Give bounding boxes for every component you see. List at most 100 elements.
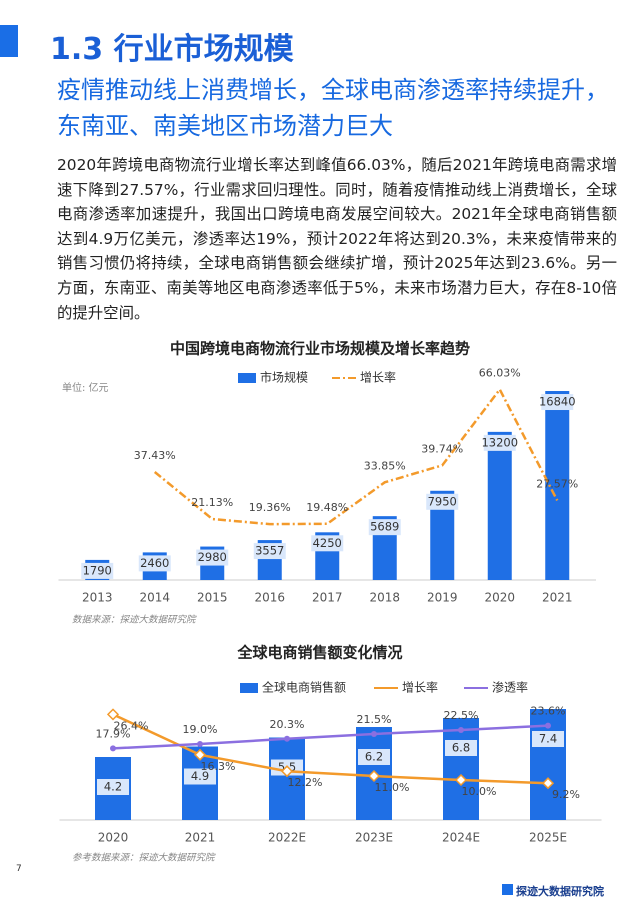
x-tick-label: 2024E bbox=[442, 831, 480, 845]
value-label: 12.2% bbox=[288, 776, 323, 789]
bar bbox=[487, 431, 512, 580]
x-tick-label: 2020 bbox=[484, 591, 515, 605]
value-label-bg bbox=[184, 768, 216, 785]
value-label-bg bbox=[445, 740, 477, 756]
value-label-bg bbox=[532, 731, 564, 747]
value-label: 37.43% bbox=[134, 449, 176, 462]
legend-label: 增长率 bbox=[402, 680, 438, 695]
value-label: 33.85% bbox=[364, 459, 406, 472]
value-label-bg bbox=[196, 549, 229, 566]
value-label: 2980 bbox=[198, 550, 227, 564]
point bbox=[280, 765, 294, 778]
x-tick-label: 2025E bbox=[529, 831, 567, 845]
value-label: 22.5% bbox=[444, 709, 479, 722]
legend-label: 市场规模 bbox=[260, 370, 308, 385]
point bbox=[367, 769, 381, 783]
chart-title: 全球电商销售额变化情况 bbox=[236, 644, 402, 662]
point bbox=[110, 745, 116, 752]
value-label-bg bbox=[253, 543, 286, 560]
value-label: 27.57% bbox=[536, 477, 578, 490]
logo bbox=[502, 884, 513, 895]
x-tick-label: 2022E bbox=[268, 831, 306, 845]
x-tick-label: 2016 bbox=[254, 591, 285, 605]
value-label-bg bbox=[426, 493, 459, 510]
x-tick-label: 2018 bbox=[369, 591, 400, 605]
value-label: 23.6% bbox=[531, 705, 566, 718]
legend-swatch bbox=[240, 683, 258, 693]
value-label: 21.5% bbox=[357, 713, 392, 726]
value-label: 11.0% bbox=[375, 781, 410, 794]
x-tick-label: 2021 bbox=[185, 831, 216, 845]
value-label: 4.2 bbox=[104, 780, 122, 794]
value-label: 6.2 bbox=[365, 750, 383, 764]
x-tick-label: 2013 bbox=[82, 591, 113, 605]
x-tick-label: 2020 bbox=[98, 831, 129, 845]
value-label: 5689 bbox=[370, 520, 399, 534]
value-label: 26.4% bbox=[114, 719, 149, 732]
bar bbox=[443, 718, 479, 820]
value-label: 17.9% bbox=[96, 727, 131, 740]
line bbox=[112, 713, 549, 785]
value-label: 6.8 bbox=[452, 741, 470, 755]
point bbox=[197, 741, 203, 747]
point bbox=[106, 708, 120, 721]
legend-swatch bbox=[238, 373, 256, 383]
point bbox=[541, 777, 555, 790]
x-tick-label: 2015 bbox=[197, 591, 228, 605]
value-label: 2460 bbox=[140, 556, 169, 570]
value-label-bg bbox=[97, 779, 129, 795]
value-label: 39.74% bbox=[421, 442, 463, 455]
source: 参考数据来源：探迹大数据研究院 bbox=[72, 852, 216, 864]
value-label: 66.03% bbox=[479, 366, 521, 379]
title: 1.3 行业市场规模 bbox=[50, 32, 294, 67]
value-label: 7.4 bbox=[539, 732, 557, 746]
value-label-bg bbox=[483, 434, 516, 451]
value-label: 16.3% bbox=[201, 760, 236, 773]
subtitle: 疫情推动线上消费增长，全球电商渗透率持续提升，东南亚、南美地区市场潜力巨大 bbox=[57, 76, 609, 140]
value-label: 19.48% bbox=[306, 501, 348, 514]
chart-title: 中国跨境电商物流行业市场规模及增长率趋势 bbox=[170, 340, 470, 358]
value-label-bg bbox=[81, 562, 114, 579]
point bbox=[284, 735, 290, 742]
value-label: 10.0% bbox=[462, 785, 497, 798]
value-label-bg bbox=[311, 535, 344, 552]
value-label: 20.3% bbox=[270, 718, 305, 731]
brand: 探迹大数据研究院 bbox=[516, 885, 604, 898]
value-label: 4.9 bbox=[191, 769, 209, 783]
value-label: 16840 bbox=[539, 395, 576, 409]
value-label: 1790 bbox=[83, 563, 112, 577]
value-label-bg bbox=[138, 555, 171, 572]
value-label: 4250 bbox=[313, 536, 342, 550]
value-label: 3557 bbox=[255, 544, 284, 558]
x-tick-label: 2014 bbox=[139, 591, 170, 605]
point bbox=[193, 748, 207, 761]
line bbox=[112, 724, 549, 750]
source: 数据来源：探迹大数据研究院 bbox=[72, 614, 197, 626]
point bbox=[454, 773, 468, 787]
legend-label: 增长率 bbox=[360, 370, 396, 385]
x-tick-label: 2019 bbox=[427, 591, 458, 605]
value-label: 13200 bbox=[481, 435, 518, 449]
body-text: 2020年跨境电商物流行业增长率达到峰值66.03%，随后2021年跨境电商需求… bbox=[57, 156, 617, 322]
x-tick-label: 2023E bbox=[355, 831, 393, 845]
value-label: 21.13% bbox=[191, 496, 233, 509]
value-label-bg bbox=[541, 394, 574, 411]
accent-bar bbox=[0, 25, 18, 57]
legend-label: 渗透率 bbox=[492, 680, 528, 695]
value-label: 19.36% bbox=[249, 501, 291, 514]
legend-label: 全球电商销售额 bbox=[262, 680, 346, 695]
page-number: 7 bbox=[16, 864, 22, 874]
bar bbox=[269, 737, 305, 820]
x-tick-label: 2017 bbox=[312, 591, 343, 605]
value-label: 9.2% bbox=[552, 788, 580, 801]
point bbox=[458, 727, 464, 733]
line bbox=[153, 387, 559, 526]
value-label: 19.0% bbox=[183, 723, 218, 736]
value-label-bg bbox=[358, 749, 390, 765]
point bbox=[545, 722, 551, 729]
value-label: 7950 bbox=[428, 494, 457, 508]
value-label-bg bbox=[368, 519, 401, 536]
x-tick-label: 2021 bbox=[542, 591, 573, 605]
